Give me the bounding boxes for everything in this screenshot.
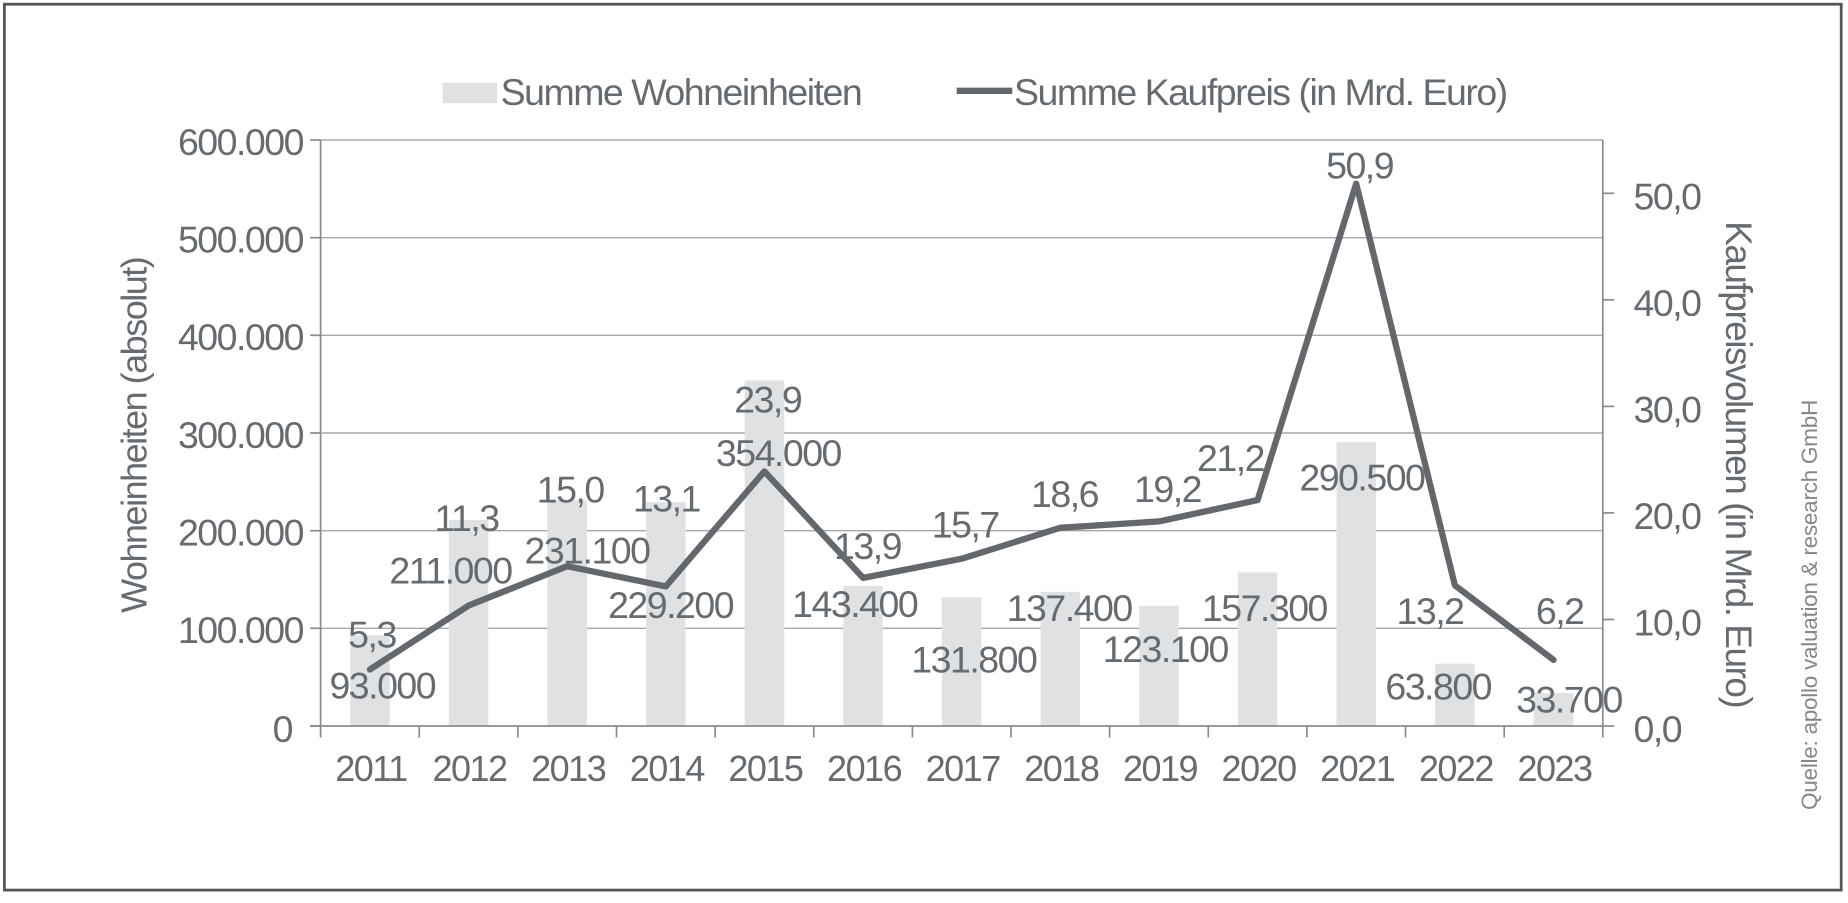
svg-text:6,2: 6,2 <box>1536 590 1584 632</box>
svg-text:123.100: 123.100 <box>1103 628 1229 670</box>
svg-text:0: 0 <box>273 708 293 750</box>
svg-text:Summe Wohneinheiten: Summe Wohneinheiten <box>501 71 862 113</box>
svg-text:2015: 2015 <box>728 748 803 789</box>
svg-text:229.200: 229.200 <box>608 584 734 626</box>
svg-text:500.000: 500.000 <box>178 219 304 261</box>
svg-text:290.500: 290.500 <box>1299 457 1425 499</box>
svg-text:Kaufpreisvolumen (in Mrd. Euro: Kaufpreisvolumen (in Mrd. Euro) <box>1718 221 1759 707</box>
svg-text:13,2: 13,2 <box>1397 590 1464 632</box>
svg-text:2014: 2014 <box>630 748 705 789</box>
svg-text:15,0: 15,0 <box>537 469 605 511</box>
svg-text:30,0: 30,0 <box>1634 388 1702 430</box>
svg-text:2013: 2013 <box>531 748 606 789</box>
svg-text:Wohneinheiten (absolut): Wohneinheiten (absolut) <box>114 258 155 613</box>
svg-text:40,0: 40,0 <box>1634 282 1702 324</box>
svg-text:143.400: 143.400 <box>792 583 918 625</box>
svg-text:Summe Kaufpreis (in Mrd. Euro): Summe Kaufpreis (in Mrd. Euro) <box>1014 71 1507 113</box>
svg-text:231.100: 231.100 <box>524 530 650 572</box>
svg-text:300.000: 300.000 <box>178 414 304 456</box>
svg-text:2016: 2016 <box>827 748 902 789</box>
svg-text:157.300: 157.300 <box>1202 587 1328 629</box>
svg-text:13,1: 13,1 <box>633 478 701 520</box>
svg-text:93.000: 93.000 <box>329 665 435 707</box>
svg-text:211.000: 211.000 <box>389 550 512 592</box>
svg-text:15,7: 15,7 <box>932 504 999 546</box>
svg-text:13,9: 13,9 <box>834 525 902 567</box>
svg-text:20,0: 20,0 <box>1634 495 1702 537</box>
svg-text:400.000: 400.000 <box>178 316 304 358</box>
svg-text:2023: 2023 <box>1517 748 1592 789</box>
svg-text:0,0: 0,0 <box>1634 708 1682 750</box>
svg-text:354.000: 354.000 <box>716 432 842 474</box>
svg-text:2018: 2018 <box>1024 748 1099 789</box>
svg-text:18,6: 18,6 <box>1031 473 1099 515</box>
svg-text:2011: 2011 <box>335 748 407 789</box>
svg-text:131.800: 131.800 <box>911 639 1037 681</box>
svg-text:50,9: 50,9 <box>1326 144 1394 186</box>
svg-text:2019: 2019 <box>1123 748 1198 789</box>
svg-text:50,0: 50,0 <box>1634 175 1702 217</box>
svg-text:2017: 2017 <box>926 748 1001 789</box>
svg-text:2012: 2012 <box>432 748 507 789</box>
svg-text:63.800: 63.800 <box>1385 666 1491 708</box>
svg-text:10,0: 10,0 <box>1634 602 1702 644</box>
svg-text:200.000: 200.000 <box>178 512 304 554</box>
svg-text:2022: 2022 <box>1419 748 1494 789</box>
svg-text:23,9: 23,9 <box>734 379 802 421</box>
svg-text:100.000: 100.000 <box>178 609 304 651</box>
svg-text:19,2: 19,2 <box>1134 468 1201 510</box>
svg-text:2021: 2021 <box>1320 748 1395 789</box>
svg-text:137.400: 137.400 <box>1007 587 1133 629</box>
svg-text:5,3: 5,3 <box>348 614 396 656</box>
svg-text:2020: 2020 <box>1222 748 1297 789</box>
svg-text:21,2: 21,2 <box>1197 437 1264 479</box>
svg-text:Quelle: apollo valuation & res: Quelle: apollo valuation & research GmbH <box>1797 400 1822 810</box>
svg-text:33.700: 33.700 <box>1516 678 1622 720</box>
svg-text:11,3: 11,3 <box>434 497 499 539</box>
svg-text:600.000: 600.000 <box>178 121 304 163</box>
